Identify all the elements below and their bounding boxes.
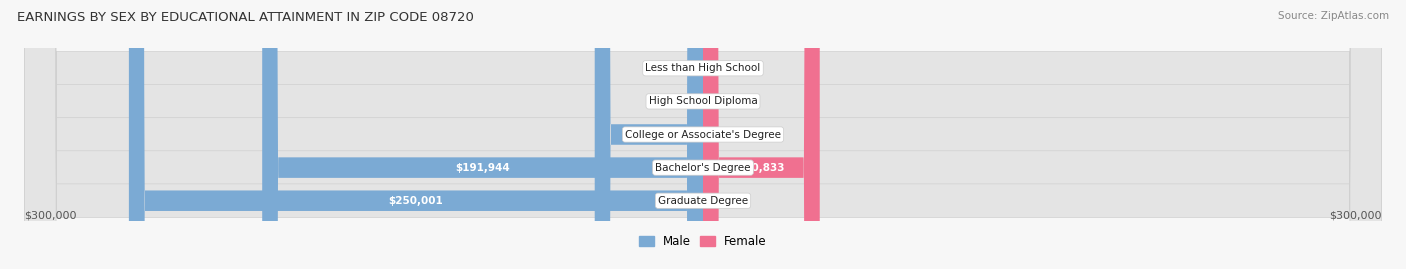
Text: $0: $0 — [672, 96, 685, 107]
Text: $300,000: $300,000 — [1329, 211, 1382, 221]
Text: $50,833: $50,833 — [738, 162, 785, 173]
Text: $0: $0 — [721, 196, 734, 206]
FancyBboxPatch shape — [24, 0, 1382, 269]
Text: Bachelor's Degree: Bachelor's Degree — [655, 162, 751, 173]
Text: $0: $0 — [721, 129, 734, 140]
FancyBboxPatch shape — [129, 0, 703, 269]
Text: $191,944: $191,944 — [456, 162, 510, 173]
Text: Graduate Degree: Graduate Degree — [658, 196, 748, 206]
Text: EARNINGS BY SEX BY EDUCATIONAL ATTAINMENT IN ZIP CODE 08720: EARNINGS BY SEX BY EDUCATIONAL ATTAINMEN… — [17, 11, 474, 24]
Text: High School Diploma: High School Diploma — [648, 96, 758, 107]
Text: Source: ZipAtlas.com: Source: ZipAtlas.com — [1278, 11, 1389, 21]
FancyBboxPatch shape — [262, 0, 703, 269]
FancyBboxPatch shape — [24, 0, 1382, 269]
FancyBboxPatch shape — [595, 0, 703, 269]
Text: Less than High School: Less than High School — [645, 63, 761, 73]
FancyBboxPatch shape — [24, 0, 1382, 269]
Text: $0: $0 — [721, 96, 734, 107]
Text: $0: $0 — [672, 63, 685, 73]
Text: $300,000: $300,000 — [24, 211, 77, 221]
Text: $47,153: $47,153 — [626, 129, 672, 140]
FancyBboxPatch shape — [24, 0, 1382, 269]
Text: $0: $0 — [721, 63, 734, 73]
FancyBboxPatch shape — [703, 0, 820, 269]
Legend: Male, Female: Male, Female — [634, 230, 772, 253]
Text: College or Associate's Degree: College or Associate's Degree — [626, 129, 780, 140]
FancyBboxPatch shape — [24, 0, 1382, 269]
Text: $250,001: $250,001 — [388, 196, 443, 206]
